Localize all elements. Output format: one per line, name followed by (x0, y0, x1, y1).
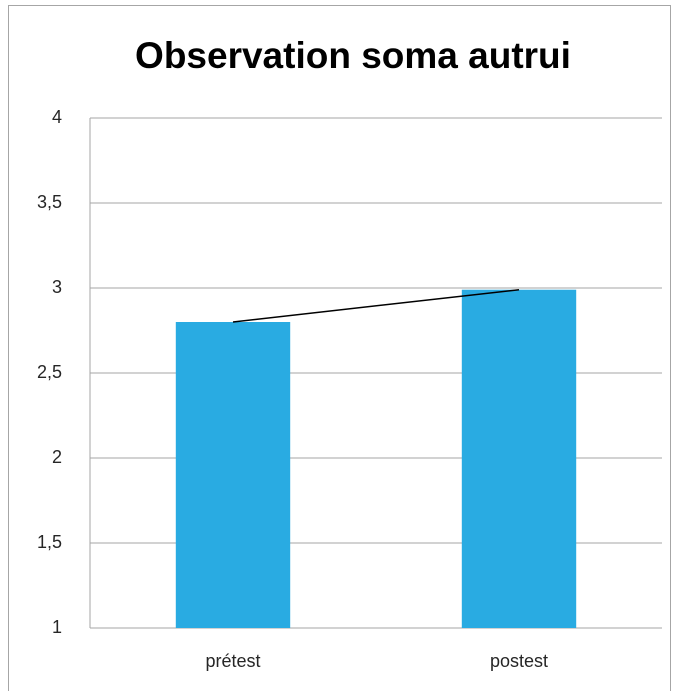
bar (461, 289, 577, 628)
y-tick-label: 4 (52, 107, 62, 127)
y-tick-label: 1 (52, 617, 62, 637)
connector-line (232, 288, 520, 323)
chart-frame (8, 5, 671, 691)
chart-title: Observation soma autrui (135, 35, 571, 76)
y-tick-label: 2 (52, 447, 62, 467)
x-tick-label: postest (490, 651, 548, 671)
y-tick-label: 1,5 (37, 532, 62, 552)
bar (175, 322, 291, 628)
y-tick-label: 3 (52, 277, 62, 297)
y-tick-label: 3,5 (37, 192, 62, 212)
x-tick-label: prétest (205, 651, 260, 671)
y-tick-label: 2,5 (37, 362, 62, 382)
